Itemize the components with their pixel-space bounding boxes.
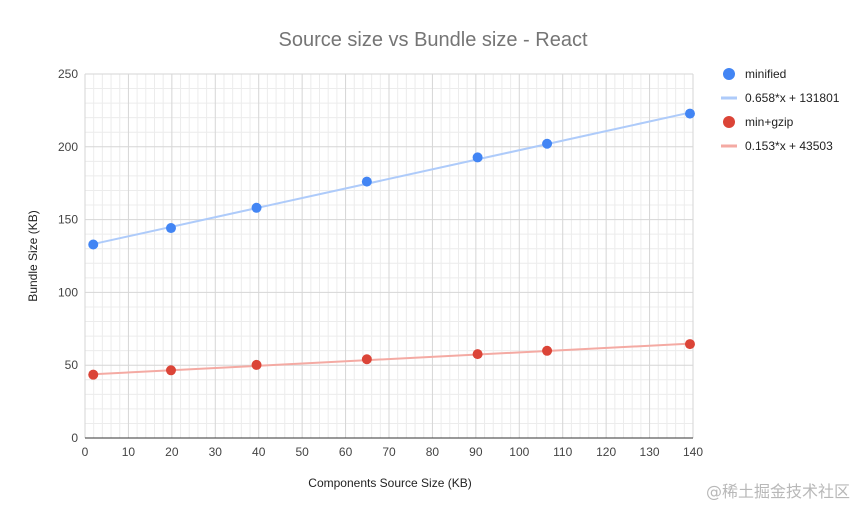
x-axis-title: Components Source Size (KB) [308,476,471,490]
y-tick-label: 200 [58,140,78,154]
x-tick-label: 20 [165,445,179,459]
x-tick-label: 90 [469,445,483,459]
x-tick-label: 0 [82,445,89,459]
x-tick-label: 130 [640,445,660,459]
y-axis-title: Bundle Size (KB) [26,210,40,301]
point-min-gzip [684,339,695,350]
x-tick-label: 100 [509,445,529,459]
x-tick-label: 110 [553,445,572,459]
legend-label-min-gzip: min+gzip [745,115,794,129]
point-minified [684,108,695,119]
point-min-gzip [472,349,483,360]
x-tick-label: 140 [683,445,703,459]
x-tick-label: 120 [596,445,616,459]
x-tick-label: 70 [382,445,396,459]
legend-label-trend-minified: 0.658*x + 131801 [745,91,840,105]
point-minified [542,138,553,149]
y-tick-label: 250 [58,67,78,81]
x-tick-label: 80 [426,445,440,459]
x-tick-label: 60 [339,445,353,459]
grid [84,73,694,439]
x-tick-label: 30 [209,445,223,459]
point-minified [472,152,483,163]
y-tick-label: 0 [71,431,78,445]
point-minified [251,202,262,213]
y-tick-label: 50 [65,358,79,372]
axes: 0 10 20 30 40 50 60 70 80 90 100 110 120 130 140 0 50 100… [58,67,703,459]
point-minified [165,223,176,234]
x-tick-label: 40 [252,445,266,459]
legend: minified 0.658*x + 131801 min+gzip 0.153*x … [721,67,840,153]
y-tick-label: 100 [58,285,78,299]
point-minified [361,176,372,187]
legend-marker-minified [723,68,735,80]
trendlines [93,111,691,376]
point-min-gzip [251,359,262,370]
point-minified [88,239,99,250]
point-min-gzip [165,365,176,376]
x-tick-label: 10 [122,445,136,459]
legend-marker-min-gzip [723,116,735,128]
point-min-gzip [542,345,553,356]
y-tick-label: 150 [58,213,78,227]
chart-title: Source size vs Bundle size - React [278,29,587,51]
legend-label-minified: minified [745,67,786,81]
data-points [88,108,695,380]
watermark: @稀土掘金技术社区 [706,482,850,501]
point-min-gzip [361,354,372,365]
x-tick-label: 50 [295,445,309,459]
trendline-minified [93,111,691,246]
point-min-gzip [88,369,99,380]
trendline-min-gzip [93,342,691,376]
legend-label-trend-min-gzip: 0.153*x + 43503 [745,139,833,153]
